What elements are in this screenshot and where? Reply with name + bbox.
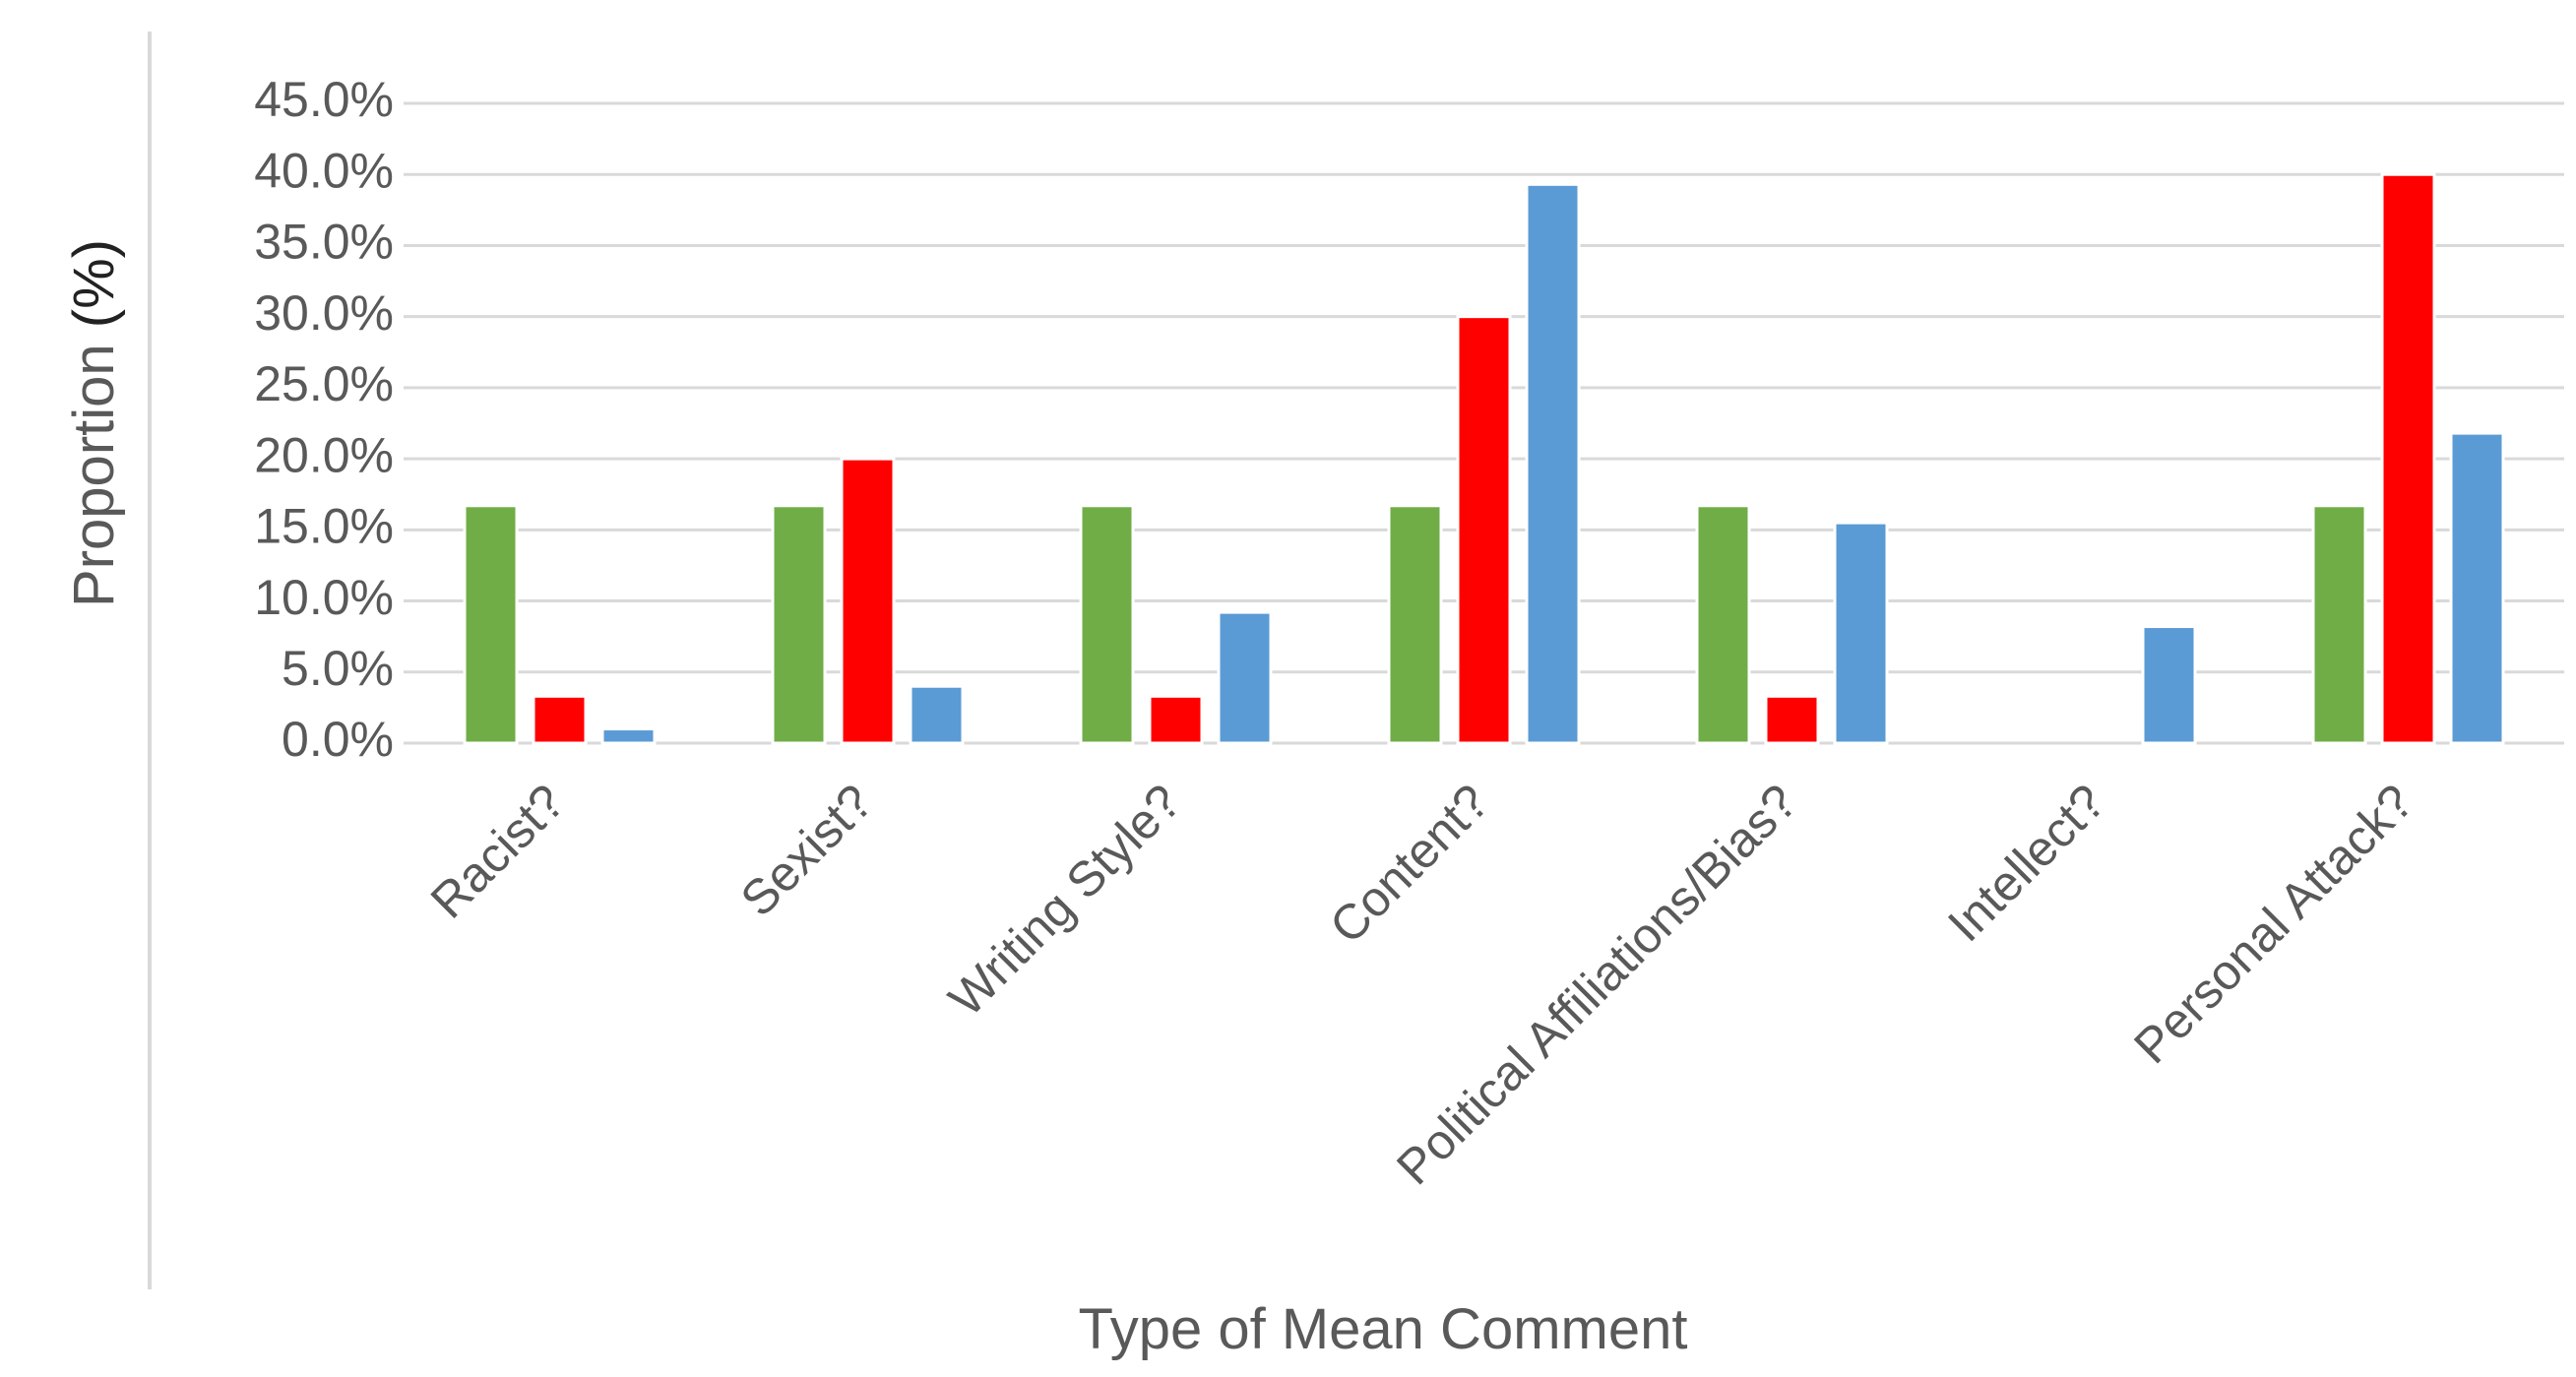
y-axis-tick-labels: 0.0% 5.0% 10.0% 15.0% 20.0% 25.0% 30.0% 35.0% 40… — [254, 72, 394, 767]
y-tick-label: 20.0% — [254, 427, 394, 482]
bar — [1833, 521, 1889, 745]
bar — [771, 504, 827, 745]
bar — [909, 684, 965, 745]
bar — [1217, 610, 1273, 745]
bar — [1387, 504, 1443, 745]
bars — [463, 172, 2505, 745]
x-tick-label: Content? — [1319, 774, 1499, 954]
x-tick-label: Personal Attack? — [2123, 774, 2423, 1074]
x-tick-label: Writing Style? — [938, 774, 1191, 1027]
bar — [2449, 431, 2505, 745]
x-tick-label: Intellect? — [1937, 774, 2115, 952]
bar — [532, 694, 588, 745]
y-axis-title: Proportion (%) — [62, 239, 126, 607]
y-tick-label: 0.0% — [282, 712, 394, 767]
x-tick-label: Sexist? — [730, 774, 884, 927]
bar — [1148, 694, 1204, 745]
y-tick-label: 15.0% — [254, 499, 394, 554]
bar — [2380, 172, 2436, 745]
bar — [1695, 504, 1751, 745]
bar — [1079, 504, 1135, 745]
bar — [840, 457, 896, 745]
bar — [1456, 315, 1512, 745]
bar — [1764, 694, 1820, 745]
y-tick-label: 40.0% — [254, 143, 394, 198]
x-tick-label: Racist? — [420, 774, 575, 928]
y-tick-label: 35.0% — [254, 215, 394, 270]
bar — [463, 504, 519, 745]
x-axis-tick-labels: Racist? Sexist? Writing Style? Content?Poli… — [420, 774, 2423, 1195]
bar — [2311, 504, 2367, 745]
y-tick-label: 10.0% — [254, 570, 394, 625]
y-tick-label: 45.0% — [254, 72, 394, 127]
y-tick-label: 5.0% — [282, 641, 394, 696]
bar — [600, 727, 657, 745]
bar — [1525, 182, 1581, 745]
y-tick-label: 30.0% — [254, 285, 394, 341]
y-tick-label: 25.0% — [254, 356, 394, 411]
x-axis-title: Type of Mean Comment — [1079, 1297, 1688, 1361]
bar — [2141, 625, 2197, 745]
